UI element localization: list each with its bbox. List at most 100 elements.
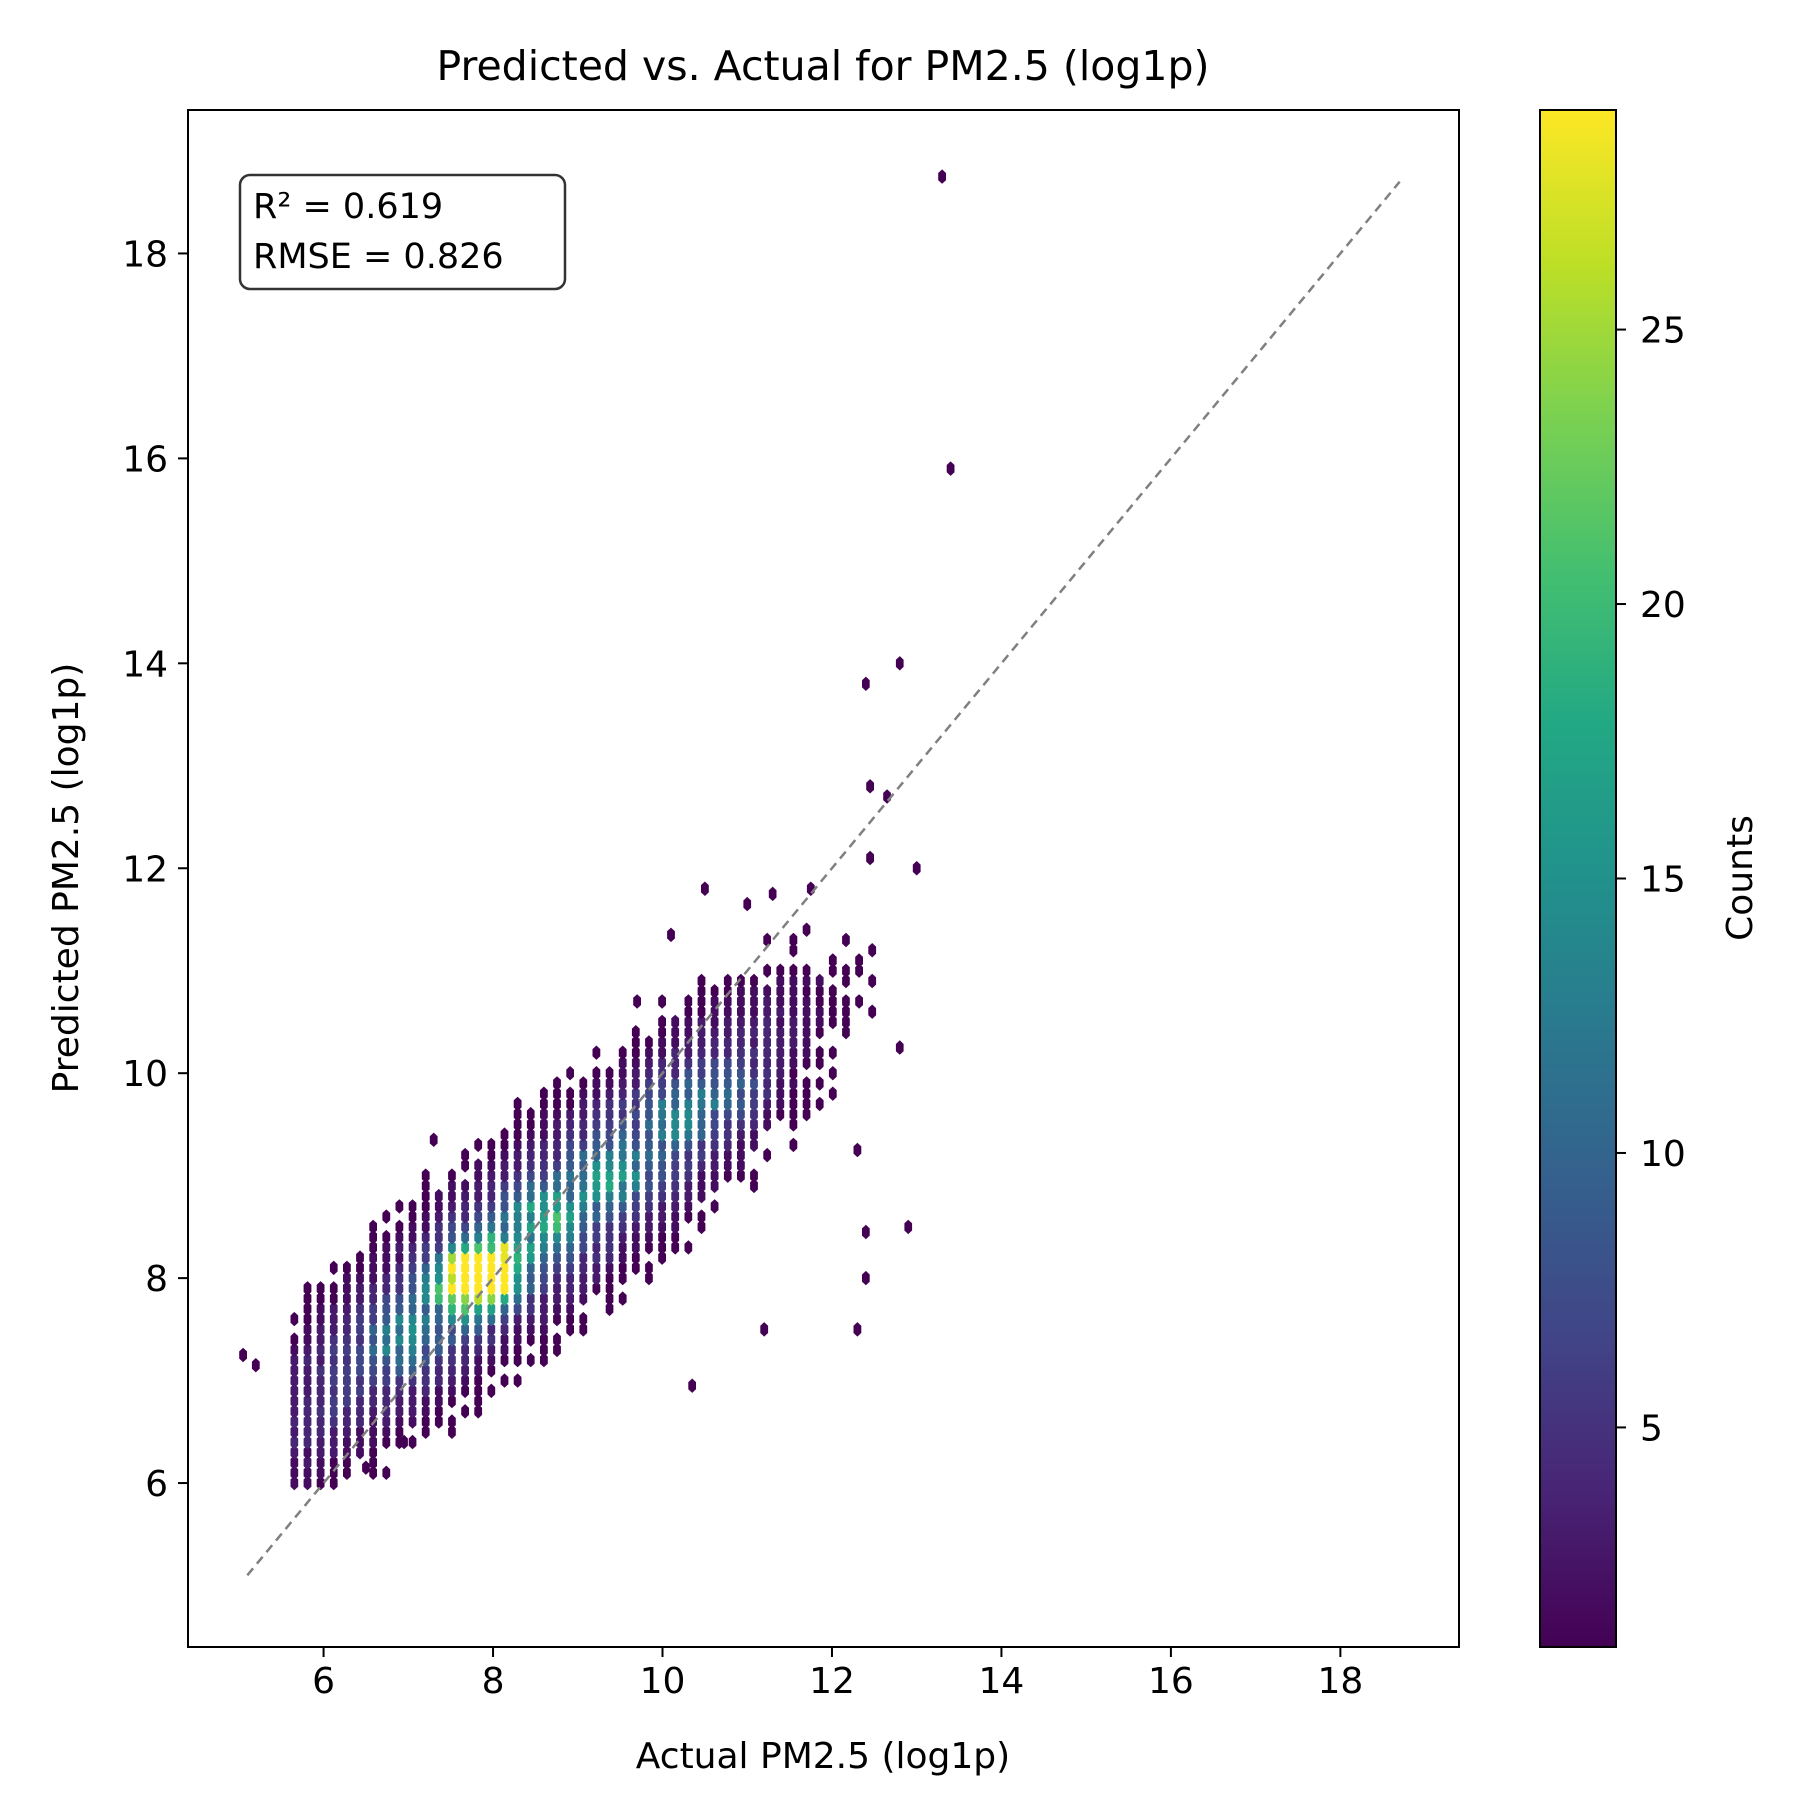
hexbin-cell [500, 1332, 509, 1347]
hexbin-cell [750, 973, 758, 989]
hexbin-cell [553, 1270, 561, 1286]
hexbin-cell [645, 1117, 653, 1132]
hexbin-cell [382, 1434, 391, 1450]
hexbin-cell [579, 1199, 588, 1214]
hexbin-cell [356, 1404, 364, 1419]
hexbin-cell [579, 1311, 588, 1327]
hexbin-cell [395, 1424, 404, 1439]
hexbin-cell [737, 1147, 745, 1163]
hexbin-cell [579, 1250, 588, 1265]
hexbin-cell [290, 1352, 299, 1368]
hexbin-cell [461, 1270, 469, 1286]
hexbin-cell [526, 1281, 535, 1296]
hexbin-cell [540, 1260, 548, 1276]
hexbin-cell [815, 1025, 824, 1040]
hexbin-cell [862, 1224, 870, 1240]
hexbin-cell [618, 1137, 627, 1153]
hexbin-cell [356, 1301, 364, 1317]
hexbin-cell [474, 1178, 483, 1194]
hexbin-cell [434, 1229, 443, 1245]
hexbin-cell [382, 1291, 391, 1306]
x-axis-ticks: 6 8 10 12 14 16 18 [312, 1647, 1363, 1702]
hexbin-cell [566, 1250, 574, 1265]
hexbin-cell [697, 973, 706, 989]
hexbin-cell [763, 1014, 771, 1030]
hexbin-cell [671, 1025, 680, 1040]
hexbin-cell [408, 1270, 417, 1286]
hexbin-cell [789, 1086, 798, 1101]
hexbin-cell [513, 1301, 522, 1317]
hexbin-cell [618, 1199, 627, 1214]
hexbin-cell [605, 1199, 614, 1214]
hexbin-cell [658, 1240, 666, 1255]
hexbin-cell [868, 973, 877, 989]
hexbin-cell [789, 1117, 798, 1132]
hexbin-cell [526, 1147, 535, 1163]
hexbin-cell [789, 1076, 798, 1091]
hexbin-cell [474, 1199, 483, 1214]
hexbin-cell [461, 1332, 469, 1347]
hexbin-cell [776, 1035, 785, 1050]
hexbin-cell [605, 1076, 614, 1091]
hexbin-cell [605, 1158, 614, 1173]
hexbin-cell [329, 1332, 338, 1347]
hexbin-cell [671, 1066, 680, 1081]
hexbin-cell [461, 1158, 469, 1173]
hexbin-cell [316, 1373, 325, 1388]
hexbin-cell [395, 1260, 404, 1276]
hexbin-cell [540, 1106, 548, 1122]
hexbin-cell [618, 1240, 627, 1255]
hexbin-cell [631, 1117, 640, 1132]
hexbin-cell [329, 1352, 338, 1368]
hexbin-cell [631, 1147, 640, 1163]
hexbin-cell [448, 1311, 456, 1327]
hexbin-cell [421, 1199, 430, 1214]
hexbin-cell [500, 1178, 509, 1194]
hexbin-cell [474, 1332, 483, 1347]
hexbin-cell [369, 1434, 377, 1450]
hexbin-cell [828, 994, 837, 1009]
hexbin-cell [842, 973, 850, 989]
hexbin-cell [842, 1004, 850, 1019]
hexbin-cell [592, 1066, 601, 1081]
hexbin-cell [710, 1086, 719, 1101]
hexbin-cell [750, 994, 758, 1009]
hexbin-cell [605, 1301, 614, 1317]
hexbin-cell [579, 1188, 588, 1204]
hexbin-cell [658, 1096, 666, 1112]
hexbin-cell [474, 1301, 483, 1317]
hexbin-cell [487, 1219, 496, 1235]
hexbin-cell [421, 1281, 430, 1296]
hexbin-cell [618, 1178, 627, 1194]
hexbin-cell [421, 1270, 430, 1286]
hexbin-cell [815, 1096, 824, 1112]
hexbin-cell [671, 1035, 680, 1050]
hexbin-cell [658, 1025, 666, 1040]
x-tick-label: 12 [809, 1661, 855, 1702]
hexbin-cell [526, 1311, 535, 1327]
hexbin-cell [448, 1168, 456, 1183]
hexbin-cell [434, 1322, 443, 1337]
hexbin-cell [737, 1158, 745, 1173]
hexbin-cell [303, 1475, 312, 1491]
hexbin-cell [631, 1199, 640, 1214]
hexbin-cell [579, 1096, 588, 1112]
hexbin-cell [658, 1168, 666, 1183]
hexbin-cell [343, 1434, 351, 1450]
hexbin-cell [566, 1219, 574, 1235]
hexbin-cell [592, 1158, 601, 1173]
hexbin-cell [513, 1178, 522, 1194]
hexbin-cell [828, 1086, 837, 1101]
hexbin-cell [316, 1424, 325, 1439]
hexbin-cell [605, 1209, 614, 1224]
hexbin-cell [474, 1352, 483, 1368]
hexbin-cell [789, 984, 798, 999]
hexbin-cell [395, 1352, 404, 1368]
hexbin-cell [474, 1219, 483, 1235]
hexbin-cell [448, 1260, 456, 1276]
hexbin-cell [912, 861, 921, 876]
hexbin-cell [540, 1188, 548, 1204]
hexbin-cell [684, 1076, 693, 1091]
hexbin-cell [487, 1311, 496, 1327]
hexbin-cell [382, 1250, 391, 1265]
